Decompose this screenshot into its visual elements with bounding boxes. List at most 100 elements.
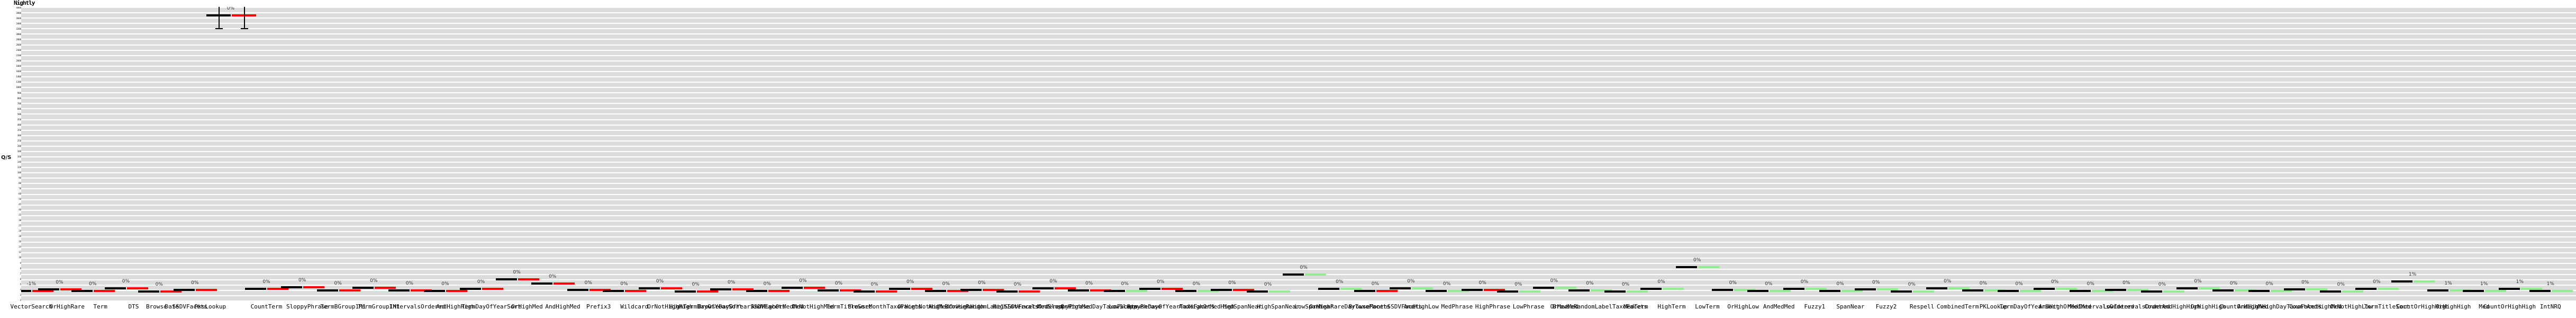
percent-change-label: 0% (1657, 279, 1665, 285)
comparison-bar (2414, 280, 2435, 282)
y-tick-label: 500 (17, 112, 21, 116)
baseline-bar (424, 290, 446, 293)
x-tick-label: BrowseMonthSSDVFacets (1348, 303, 1422, 310)
gridline (21, 252, 2576, 253)
y-axis-label: Q/S (1, 155, 12, 161)
y-tick-label: 7 (20, 272, 21, 275)
comparison-bar (2342, 290, 2363, 293)
baseline-bar (1318, 288, 1340, 290)
y-tick-label: 2800 (16, 38, 21, 41)
comparison-bar (2199, 287, 2220, 290)
baseline-bar (71, 289, 93, 292)
baseline-bar (2176, 287, 2198, 290)
comparison-bar (2020, 290, 2042, 293)
percent-change-label: 0% (122, 279, 130, 285)
baseline-bar (603, 289, 624, 292)
percent-change-label: 0% (1157, 279, 1165, 285)
percent-change-label: 0% (56, 279, 64, 285)
percent-change-label: 0% (2373, 279, 2381, 285)
comparison-bar (126, 287, 148, 290)
baseline-bar (316, 289, 338, 292)
x-axis-tick-labels: VectorSearch OrHighRare Term DTS Browse Date S… (11, 303, 2576, 315)
y-tick-label: 90 (19, 176, 21, 180)
percent-change-label: 0% (1479, 280, 1486, 286)
baseline-bar (1354, 289, 1375, 292)
gridline (21, 183, 2576, 184)
gridline (21, 50, 2576, 51)
baseline-bar (674, 290, 696, 293)
comparison-bar (1948, 287, 1970, 289)
percent-change-label: 0% (870, 281, 878, 287)
y-tick-label: 3800 (16, 11, 21, 15)
baseline-bar (2319, 290, 2341, 293)
y-tick-label: 16 (19, 240, 21, 243)
percent-change-label: 0% (799, 278, 807, 284)
percent-change-label: 1% (2444, 280, 2452, 286)
percent-change-label: 0% (1336, 279, 1344, 285)
baseline-bar (1068, 289, 1090, 292)
y-tick-label: 80 (19, 181, 21, 185)
percent-change-label: 0% (370, 278, 378, 284)
x-tick-label: OrHighNotHigh (897, 303, 944, 310)
baseline-bar (639, 287, 660, 290)
gridline (21, 242, 2576, 243)
percent-change-label: 0% (1192, 281, 1201, 287)
x-tick-label: AndHighOrMedMed (2038, 303, 2092, 310)
gridline (21, 119, 2576, 120)
x-tick-label: HighSpanNear (1257, 303, 1300, 310)
y-tick-label: 160 (17, 155, 21, 158)
gridline (21, 301, 2576, 302)
x-tick-label: TermGroup1M1 (358, 303, 400, 310)
y-tick-label: 600 (17, 107, 21, 110)
x-tick-label: OrHighHigh (2436, 303, 2471, 310)
percent-change-label: 0% (620, 281, 628, 287)
baseline-bar (710, 288, 732, 290)
gridline (21, 82, 2576, 83)
y-tick-label: 2400 (16, 49, 21, 52)
x-tick-label: OrNotHighMed (792, 303, 835, 310)
comparison-bar (410, 289, 432, 292)
baseline-bar (1175, 289, 1196, 292)
comparison-bar (1734, 289, 1755, 292)
gridline (21, 60, 2576, 61)
gridline (21, 71, 2576, 72)
percent-change-label: 0% (2301, 279, 2309, 285)
gridline (21, 156, 2576, 157)
percent-change-label: 0% (1407, 279, 1415, 285)
comparison-bar (160, 290, 182, 293)
percent-change-label: 1% (2480, 281, 2488, 287)
y-tick-label: 2600 (16, 43, 21, 47)
comparison-bar (94, 289, 115, 292)
percent-change-label: 0% (1049, 278, 1057, 284)
percent-change-label: 0% (334, 280, 342, 286)
y-tick-label: 3 (20, 293, 21, 296)
x-tick-label: AndMedOrHighHigh (928, 303, 985, 310)
comparison-bar (1233, 289, 1255, 292)
y-tick-label: 800 (17, 96, 21, 100)
baseline-bar (1783, 287, 1804, 290)
y-tick-label: 70 (19, 187, 21, 190)
y-tick-label: 200 (17, 144, 21, 147)
comparison-bar (1376, 289, 1398, 292)
x-tick-label: HighIntervalsOrdered (992, 303, 1063, 310)
baseline-bar (1962, 289, 1983, 292)
x-tick-label: TermBGroup1M1 (320, 303, 366, 310)
gridline (21, 146, 2576, 147)
baseline-bar (1247, 290, 1268, 293)
comparison-bar (1269, 290, 1291, 293)
x-tick-label: AndHighOrMedMed (751, 303, 804, 310)
percent-change-label: 0% (2158, 282, 2166, 288)
comparison-bar (1805, 287, 1827, 290)
y-tick-label: 50 (19, 197, 21, 201)
comparison-bar (2056, 288, 2078, 290)
y-tick-label: 10 (19, 256, 21, 259)
percent-change-label: 0% (2051, 279, 2059, 285)
y-tick-label: 350 (17, 128, 21, 131)
comparison-bar (804, 287, 826, 289)
percent-change-label: 0% (477, 279, 485, 285)
percent-change-label: 0% (906, 279, 914, 285)
baseline-bar (2034, 288, 2055, 290)
y-tick-label: 5 (20, 282, 21, 286)
x-tick-label: MedPhrase (1441, 303, 1473, 310)
x-tick-label: Wildcard (620, 303, 649, 310)
